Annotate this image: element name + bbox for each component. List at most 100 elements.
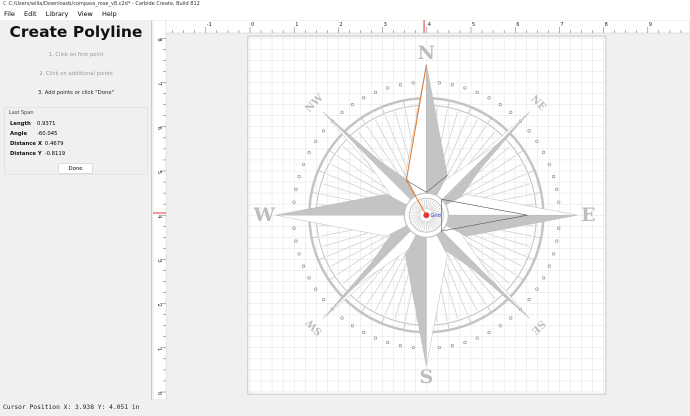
- compass-dot: [340, 316, 344, 320]
- center-tick: [427, 221, 430, 232]
- compass-dot: [411, 345, 415, 350]
- center-tick: [423, 199, 426, 210]
- compass-dot: [463, 86, 467, 90]
- ring-tick: [527, 256, 535, 261]
- ruler-x-label: 0: [251, 22, 254, 28]
- compass-dot: [555, 239, 559, 243]
- ring-tick: [447, 100, 450, 108]
- angle-row: Angle -60.045: [10, 131, 57, 137]
- ring-tick: [517, 149, 524, 155]
- ruler-y-label: 2: [156, 304, 162, 307]
- ruler-x-label: 5: [472, 22, 475, 28]
- compass-dot: [373, 336, 378, 340]
- center-tick: [421, 220, 425, 231]
- compass-dot: [350, 103, 355, 107]
- compass-dot: [557, 200, 561, 204]
- center-tick: [431, 207, 441, 213]
- ring-tick: [517, 275, 524, 281]
- menu-library[interactable]: Library: [45, 10, 69, 18]
- compass-dot: [321, 297, 326, 302]
- center-tick: [423, 221, 426, 232]
- ring-tick: [361, 306, 366, 313]
- compass-dot: [509, 316, 513, 320]
- panel-title: Create Polyline: [9, 23, 143, 41]
- ring-tick: [468, 316, 472, 324]
- ring-tick: [381, 316, 385, 324]
- ring-tick: [527, 170, 535, 174]
- compass-dot: [487, 330, 491, 335]
- ruler-x-label: 6: [516, 22, 519, 28]
- existing-polyline: [441, 198, 528, 232]
- center-tick: [418, 220, 424, 230]
- ruler-y-label: 7: [156, 83, 162, 86]
- left-ruler: [152, 19, 167, 401]
- compass-dot: [294, 239, 298, 243]
- center-tick: [427, 199, 430, 210]
- compass-dot: [552, 174, 556, 179]
- center-tick: [431, 217, 441, 223]
- step-2: 2. Click on additional points: [39, 71, 113, 77]
- compass-dot: [535, 139, 539, 143]
- center-tick: [411, 216, 421, 221]
- distance-y-value: -0.8119: [44, 151, 66, 157]
- compass-dot: [411, 81, 415, 85]
- compass-dot: [437, 345, 441, 350]
- center-tick: [416, 202, 424, 211]
- center-tick: [414, 203, 423, 212]
- compass-dot: [527, 297, 531, 302]
- compass-dot: [294, 187, 298, 191]
- center-tick: [414, 219, 423, 227]
- center-tick: [431, 205, 440, 212]
- compass-dot: [301, 162, 306, 166]
- grid-origin-label: Grid: [430, 213, 441, 219]
- compass-dot: [542, 150, 546, 155]
- center-tick: [427, 220, 432, 231]
- center-tick: [421, 199, 425, 210]
- ring-tick: [403, 100, 406, 108]
- center-tick: [432, 215, 443, 218]
- origin-marker: [423, 212, 430, 219]
- done-button[interactable]: Done: [58, 163, 93, 174]
- length-value: 0.9371: [37, 121, 56, 127]
- compass-dot: [362, 96, 366, 100]
- compass-dot: [292, 226, 296, 230]
- compass-dot: [450, 344, 454, 348]
- compass-dot: [450, 83, 454, 87]
- compass-dot: [498, 103, 502, 107]
- compass-dot: [386, 340, 390, 345]
- menu-file[interactable]: File: [4, 10, 15, 18]
- compass-dot: [362, 330, 366, 335]
- ruler-y-label: 0: [156, 392, 162, 395]
- center-tick: [428, 220, 434, 230]
- ring-tick: [311, 236, 319, 239]
- ruler-y-label: 8: [156, 38, 162, 41]
- compass-dot: [547, 264, 551, 268]
- menu-view[interactable]: View: [77, 10, 93, 18]
- compass-dot: [373, 90, 378, 94]
- center-tick: [431, 216, 442, 221]
- compass-dot: [314, 287, 318, 291]
- compass-dot: [498, 324, 502, 328]
- ring-tick: [403, 323, 406, 331]
- ring-tick: [328, 149, 336, 155]
- compass-dot: [535, 287, 539, 291]
- design-canvas[interactable]: N E S W NE SE SW NW Grid -1 0 1 2 3 4 5 6 7 8 9 8 7 6 5 4 3 2 1 0: [152, 19, 690, 415]
- ring-tick: [447, 323, 450, 331]
- compass-dot: [398, 83, 403, 87]
- ruler-y-label: 1: [156, 348, 162, 351]
- center-tick: [427, 199, 432, 210]
- status-bar: Cursor Position X: 3.938 Y: 4.051 in: [3, 404, 140, 411]
- compass-dot: [321, 129, 326, 133]
- menu-edit[interactable]: Edit: [23, 10, 37, 18]
- ring-tick: [318, 170, 325, 174]
- distance-y-row: Distance Y -0.8119: [10, 151, 65, 157]
- center-tick: [430, 203, 438, 212]
- ring-tick: [534, 236, 542, 239]
- compass-dot: [463, 340, 467, 345]
- compass-dot: [475, 90, 479, 94]
- menu-help[interactable]: Help: [101, 10, 117, 18]
- distance-x-label: Distance X: [10, 141, 42, 147]
- ruler-x-label: 3: [384, 22, 387, 28]
- center-tick: [411, 217, 422, 223]
